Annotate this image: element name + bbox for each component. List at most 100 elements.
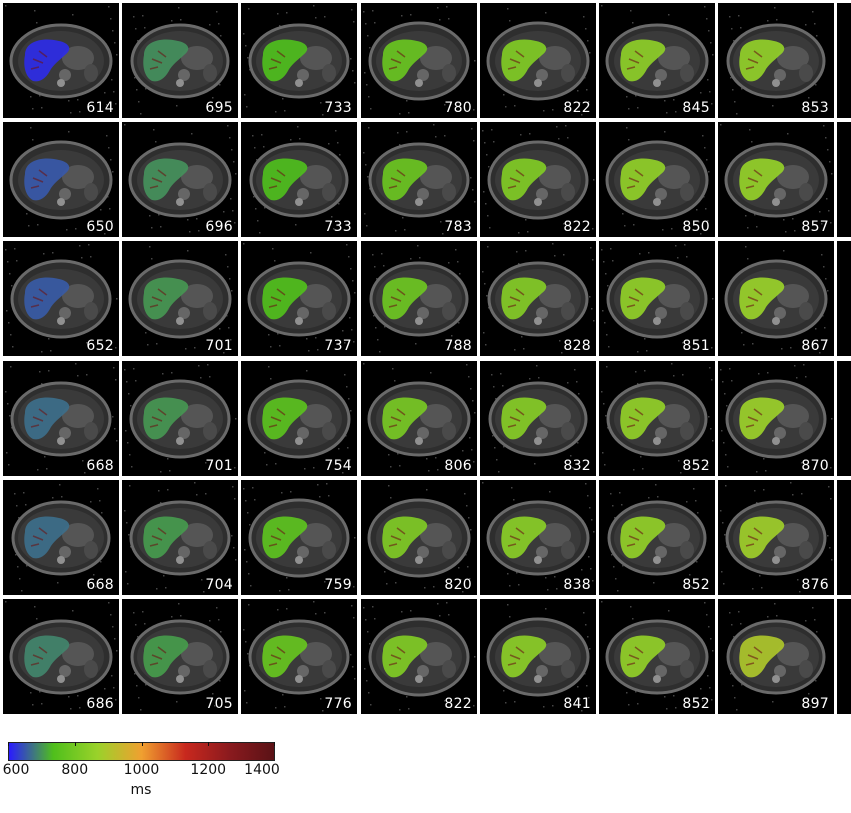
mri-slice-image bbox=[601, 363, 714, 474]
mri-slice-image bbox=[124, 124, 237, 233]
mri-slice-image bbox=[482, 125, 595, 234]
mri-tile: 668 bbox=[3, 361, 119, 476]
mri-tile: 733 bbox=[241, 122, 357, 237]
mri-slice-image bbox=[726, 603, 826, 711]
mri-slice-image bbox=[605, 127, 710, 235]
colorbar-tick-label: 600 bbox=[2, 762, 30, 778]
mri-tile: 806 bbox=[361, 361, 477, 476]
mri-tile: 705 bbox=[122, 599, 238, 714]
mri-tile-value: 668 bbox=[86, 577, 114, 593]
mri-tile: 852 bbox=[599, 480, 715, 595]
mri-tile-value: 733 bbox=[324, 100, 352, 116]
mri-tile-value: 851 bbox=[682, 338, 710, 354]
mri-tile-value: 668 bbox=[86, 458, 114, 474]
mri-tile: 828 bbox=[480, 241, 596, 356]
mri-tile: 897 bbox=[718, 599, 834, 714]
mri-slice-image bbox=[363, 124, 476, 235]
colorbar-tick-label: 1200 bbox=[190, 762, 227, 778]
mri-tile: 614 bbox=[3, 3, 119, 118]
mri-tile-value: 867 bbox=[801, 338, 829, 354]
mri-slice-image bbox=[130, 603, 230, 711]
mri-slice-image bbox=[369, 245, 469, 353]
mri-tile-value: 701 bbox=[205, 338, 233, 354]
mri-tile-value: 820 bbox=[444, 577, 472, 593]
mri-tile: 870 bbox=[718, 361, 834, 476]
mri-tile-value: 852 bbox=[682, 696, 710, 712]
mri-slice-image bbox=[5, 601, 118, 710]
colorbar-tick bbox=[8, 742, 9, 746]
mri-slice-image bbox=[9, 127, 114, 235]
mri-tile: 686 bbox=[3, 599, 119, 714]
mri-tile: 737 bbox=[241, 241, 357, 356]
mri-slice-image bbox=[486, 8, 591, 116]
mri-tile: 652 bbox=[3, 241, 119, 356]
mri-slice-image bbox=[601, 5, 714, 114]
mri-slice-image bbox=[5, 244, 118, 353]
mri-tile-value: 776 bbox=[324, 696, 352, 712]
mri-tile: 759 bbox=[241, 480, 357, 595]
mri-tile-value: 788 bbox=[444, 338, 472, 354]
mri-tile-partial bbox=[837, 361, 851, 476]
mri-slice-image bbox=[363, 602, 476, 711]
mri-slice-image bbox=[5, 5, 118, 114]
mri-tile-partial bbox=[837, 241, 851, 356]
mri-tile-value: 876 bbox=[801, 577, 829, 593]
mri-slice-image bbox=[243, 5, 356, 116]
mri-tile-partial bbox=[837, 480, 851, 595]
mri-slice-image bbox=[482, 482, 595, 591]
mri-tile-value: 780 bbox=[444, 100, 472, 116]
mri-tile-value: 806 bbox=[444, 458, 472, 474]
mri-tile-value: 838 bbox=[563, 577, 591, 593]
mri-tile: 668 bbox=[3, 480, 119, 595]
mri-tile: 852 bbox=[599, 361, 715, 476]
mri-tile: 867 bbox=[718, 241, 834, 356]
colorbar-tick bbox=[208, 742, 210, 746]
mri-tile: 783 bbox=[361, 122, 477, 237]
mri-slice-image bbox=[720, 124, 833, 233]
mri-tile: 695 bbox=[122, 3, 238, 118]
mri-tile-value: 832 bbox=[563, 458, 591, 474]
mri-tile-value: 704 bbox=[205, 577, 233, 593]
mri-tile: 853 bbox=[718, 3, 834, 118]
mri-slice-image bbox=[726, 7, 826, 115]
mri-tile-value: 870 bbox=[801, 458, 829, 474]
mri-slice-image bbox=[128, 246, 233, 354]
colorbar-tick-label: 800 bbox=[61, 762, 89, 778]
mri-tile-value: 737 bbox=[324, 338, 352, 354]
mri-tile-value: 822 bbox=[563, 100, 591, 116]
mri-tile: 832 bbox=[480, 361, 596, 476]
mri-tile-value: 705 bbox=[205, 696, 233, 712]
mri-slice-image bbox=[607, 484, 707, 592]
mri-tile-partial bbox=[837, 599, 851, 714]
mri-tile-value: 652 bbox=[86, 338, 114, 354]
mri-tile: 754 bbox=[241, 361, 357, 476]
mri-tile-value: 733 bbox=[324, 219, 352, 235]
mri-slice-image bbox=[124, 482, 237, 593]
mri-tile-value: 897 bbox=[801, 696, 829, 712]
mri-tile-value: 822 bbox=[444, 696, 472, 712]
mri-tile: 822 bbox=[480, 122, 596, 237]
mri-slice-image bbox=[5, 363, 118, 474]
mri-tile: 650 bbox=[3, 122, 119, 237]
mri-tile: 857 bbox=[718, 122, 834, 237]
colorbar-tick-label: 1000 bbox=[123, 762, 160, 778]
mri-tile-value: 850 bbox=[682, 219, 710, 235]
mri-slice-image bbox=[486, 604, 591, 712]
mri-slice-image bbox=[130, 7, 230, 115]
mri-tile-value: 701 bbox=[205, 458, 233, 474]
mri-slice-image bbox=[124, 364, 237, 473]
mri-slice-image bbox=[243, 483, 356, 592]
mri-slice-image bbox=[363, 6, 476, 115]
mri-slice-image bbox=[720, 482, 833, 593]
colorbar-unit: ms bbox=[130, 782, 152, 798]
mri-slice-image bbox=[367, 485, 472, 593]
mri-slice-image bbox=[363, 363, 476, 472]
mri-tile-value: 828 bbox=[563, 338, 591, 354]
mri-tile-value: 686 bbox=[86, 696, 114, 712]
mri-tile: 845 bbox=[599, 3, 715, 118]
mri-slice-image bbox=[243, 601, 356, 712]
mri-tile: 841 bbox=[480, 599, 596, 714]
mri-tile-value: 841 bbox=[563, 696, 591, 712]
mri-tile-value: 754 bbox=[324, 458, 352, 474]
mri-tile-value: 696 bbox=[205, 219, 233, 235]
